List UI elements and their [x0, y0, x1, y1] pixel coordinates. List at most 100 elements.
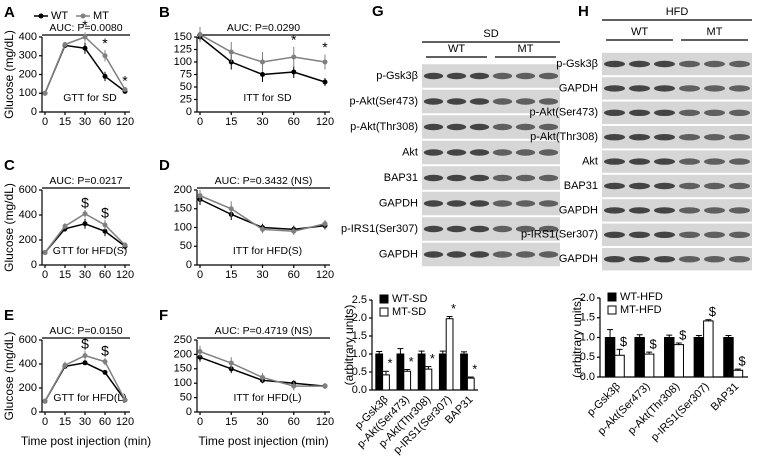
blot-band	[492, 251, 513, 258]
x-tick-label: 0	[197, 116, 203, 128]
point	[102, 369, 108, 375]
group-label: WT	[631, 26, 648, 38]
y-axis-label: Glucose (mg/dL)	[2, 30, 16, 119]
blot-band	[469, 98, 490, 105]
panel-label: D	[159, 157, 170, 174]
blot-band	[423, 225, 444, 233]
blot-band	[729, 85, 750, 92]
blot-band	[538, 98, 559, 105]
point	[260, 59, 265, 65]
point	[197, 32, 203, 37]
point	[102, 73, 108, 79]
blot-band	[492, 200, 513, 207]
y-tick-label: 200	[174, 184, 192, 196]
bar	[634, 337, 645, 378]
x-tick-label: 30	[79, 269, 91, 281]
x-tick-label: 120	[116, 116, 134, 128]
x-tick-label: 15	[59, 269, 71, 281]
blot-band	[423, 123, 444, 131]
x-tick-label: 60	[99, 116, 111, 128]
y-tick-label: 100	[174, 377, 192, 389]
y-tick-label: 0.0	[580, 371, 595, 383]
x-tick-label: 120	[316, 269, 334, 281]
blot-band	[729, 60, 750, 68]
bar	[417, 353, 426, 391]
bar	[664, 337, 675, 378]
blot-band	[538, 225, 559, 233]
blot-band	[446, 200, 467, 207]
blot-band	[492, 98, 513, 105]
y-tick-label: 0	[186, 406, 192, 418]
y-tick-label: 400	[19, 358, 37, 370]
bar	[403, 370, 412, 391]
point	[228, 49, 234, 55]
blot-band	[629, 182, 650, 190]
legend-label: MT-HFD	[620, 304, 662, 316]
blot-strip	[602, 150, 752, 173]
blot-band	[446, 98, 467, 105]
blot-band	[679, 207, 700, 214]
blot-band	[654, 134, 675, 141]
y-tick-label: 200	[19, 234, 37, 246]
blot-strip	[422, 242, 560, 267]
blot-row-label: p-Akt(Thr308)	[530, 131, 598, 143]
blot-band	[515, 72, 536, 80]
y-tick-label: 150	[174, 203, 192, 215]
bar	[382, 374, 390, 391]
bar	[460, 353, 468, 391]
blot-strip	[422, 140, 560, 165]
blot-band	[679, 109, 700, 117]
point	[82, 360, 88, 366]
chart-note: ITT for HFD(L)	[233, 392, 301, 404]
point	[322, 383, 328, 389]
point	[322, 59, 328, 65]
significance-mark: *	[82, 17, 88, 33]
bar	[438, 353, 447, 391]
legend-label: MT	[93, 10, 109, 22]
y-tick-label: 0	[186, 106, 192, 118]
legend-label: WT	[51, 10, 68, 22]
x-tick-label: 60	[99, 269, 111, 281]
significance-mark: $	[81, 195, 89, 211]
chart-title: AUC: P=0.4719 (NS)	[215, 325, 313, 337]
y-tick-label: 250	[174, 334, 192, 346]
legend-swatch	[379, 307, 389, 317]
blot-band	[654, 231, 675, 238]
blot-row-label: GAPDH	[559, 253, 598, 265]
blot-band	[446, 72, 467, 80]
x-tick-label: 30	[256, 269, 268, 281]
x-tick-label: 0	[197, 269, 203, 281]
significance-mark: *	[430, 351, 435, 366]
bar	[466, 377, 475, 391]
blot-band	[423, 98, 444, 105]
x-tick-label: 15	[225, 116, 237, 128]
y-tick-label: 50	[180, 240, 192, 252]
x-tick-label: 60	[99, 416, 111, 428]
blot-band	[538, 123, 559, 131]
blot-band	[654, 85, 675, 92]
blot-band	[629, 60, 650, 68]
y-tick-label: 100	[19, 87, 37, 99]
point	[291, 228, 297, 234]
chart-title: AUC: P=0.0290	[227, 22, 300, 34]
blot-band	[604, 85, 625, 92]
y-tick-label: 150	[174, 363, 192, 375]
point	[122, 397, 128, 403]
blot-band	[654, 256, 675, 263]
x-tick-label: BAP31	[709, 381, 742, 414]
blot-strip	[422, 191, 560, 216]
x-tick-label: 15	[59, 116, 71, 128]
bar	[375, 353, 384, 391]
blot-band	[423, 149, 444, 156]
legend-marker	[80, 13, 86, 19]
legend-swatch	[607, 292, 617, 302]
y-tick-label: 0	[31, 406, 37, 418]
y-tick-label: 0	[31, 259, 37, 271]
blot-band	[729, 256, 750, 263]
chart-note: GTT for HFD(S)	[53, 245, 127, 257]
point	[42, 250, 48, 255]
y-tick-label: 50	[180, 81, 192, 93]
point	[291, 69, 297, 75]
blot-band	[469, 149, 490, 156]
blot-condition: HFD	[666, 6, 689, 18]
